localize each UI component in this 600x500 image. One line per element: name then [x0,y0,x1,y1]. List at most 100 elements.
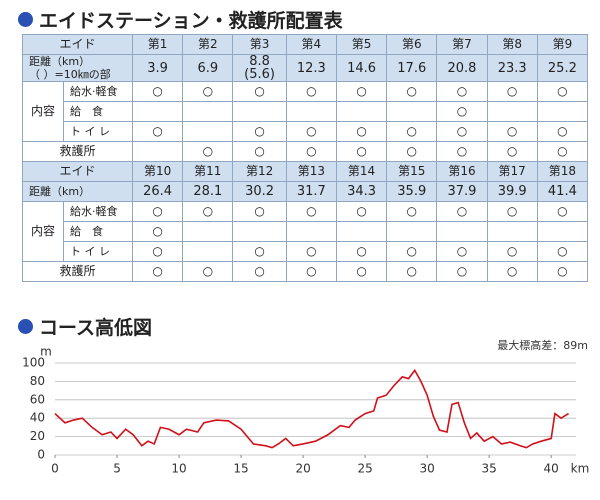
mark: ○ [436,241,488,262]
mark: ○ [232,81,287,102]
mark: ○ [436,121,488,142]
mark: ○ [335,121,388,142]
x-tick-label: 15 [233,462,248,476]
table-heading: エイドステーション・救護所配置表 [18,6,343,33]
item-label: 給 食 [63,221,133,242]
mark: ○ [486,261,538,282]
distance: 3.9 [131,54,184,82]
content-row: 内容 給水·軽食 ○ ○ ○ ○ ○ ○ ○ ○ ○ [22,201,589,262]
mark: ○ [536,81,589,102]
distance: 8.8 (5.6) [232,54,287,82]
mark: ○ [486,201,538,222]
aid-name: 第6 [386,34,438,55]
distance: 41.4 [536,181,589,202]
mark: ○ [232,201,287,222]
elevation-line [54,368,569,449]
mark [285,221,337,242]
distance: 12.3 [285,54,337,82]
mark [232,101,287,122]
first-aid-row: 救護所 ○ ○ ○ ○ ○ ○ ○ ○ [22,141,589,162]
distance: 23.3 [486,54,538,82]
first-aid-label: 救護所 [22,141,133,162]
aid-name: 第4 [285,34,337,55]
mark: ○ [182,261,234,282]
mark: ○ [436,101,488,122]
mark: ○ [335,201,388,222]
mark: ○ [131,81,184,102]
aid-name: 第5 [335,34,388,55]
chart-title: コース高低図 [39,317,153,339]
aid-name: 第16 [436,161,488,182]
distance: 26.4 [131,181,184,202]
x-tick-label: 25 [357,462,372,476]
aid-name: 第14 [335,161,388,182]
mark: ○ [335,141,388,162]
mark: ○ [182,141,234,162]
x-tick-label: 20 [295,462,310,476]
aid-name: 第15 [386,161,438,182]
mark [335,221,388,242]
distance: 31.7 [285,181,337,202]
x-tick-label: 30 [420,462,435,476]
mark: ○ [436,261,488,282]
mark: ○ [285,81,337,102]
distance: 34.3 [335,181,388,202]
distance: 35.9 [386,181,438,202]
mark [131,141,184,162]
aid-name: 第8 [486,34,538,55]
item-label: ト イ レ [63,121,133,142]
header-row: エイド 第10 第11 第12 第13 第14 第15 第16 第17 第18 [22,161,589,182]
x-axis-label: km [571,462,590,476]
mark [486,101,538,122]
mark [436,221,488,242]
distance: 30.2 [232,181,287,202]
y-tick-label: 20 [30,429,45,443]
mark: ○ [232,261,287,282]
mark: ○ [386,141,438,162]
mark: ○ [131,261,184,282]
content-row: 給 食 ○ [23,101,589,122]
item-label: 給水·軽食 [63,81,133,102]
distance-row: 距離（km） 26.4 28.1 30.2 31.7 34.3 35.9 37.9 39.9 41… [22,181,589,202]
mark [285,101,337,122]
mark: ○ [232,141,287,162]
content-row: 給 食 ○ [23,221,589,242]
mark: ○ [285,241,337,262]
bullet [18,319,33,334]
aid-name: 第10 [131,161,184,182]
x-tick-label: 35 [482,462,497,476]
mark: ○ [232,241,287,262]
mark [386,101,438,122]
item-label: 給水·軽食 [63,201,133,222]
y-tick-label: 100 [22,356,45,370]
distance: 20.8 [436,54,488,82]
distance: 39.9 [486,181,538,202]
mark: ○ [436,81,488,102]
mark: ○ [285,121,337,142]
mark: ○ [486,141,538,162]
first-aid-row: 救護所 ○ ○ ○ ○ ○ ○ ○ ○ ○ [22,261,589,282]
mark: ○ [386,201,438,222]
content-row: ト イ レ ○ ○ ○ ○ ○ ○ ○ ○ [23,241,589,262]
mark: ○ [182,81,234,102]
mark: ○ [131,201,184,222]
mark: ○ [335,81,388,102]
mark [536,101,589,122]
mark [536,221,589,242]
aid-name: 第11 [182,161,234,182]
distance-label: 距離（km） （ ）=10㎞の部 [22,54,133,82]
header-label: エイド [22,161,133,182]
mark: ○ [486,81,538,102]
mark: ○ [131,221,184,242]
first-aid-label: 救護所 [22,261,133,282]
aid-name: 第3 [232,34,287,55]
aid-name: 第9 [536,34,589,55]
aid-name: 第13 [285,161,337,182]
mark: ○ [285,141,337,162]
bullet [18,12,33,27]
header-label: エイド [22,34,133,55]
aid-table: エイド 第1 第2 第3 第4 第5 第6 第7 第8 第9 距離（km） （ ）=10㎞の部 3.9… [22,34,589,282]
mark: ○ [436,201,488,222]
mark: ○ [536,241,589,262]
mark: ○ [131,241,184,262]
